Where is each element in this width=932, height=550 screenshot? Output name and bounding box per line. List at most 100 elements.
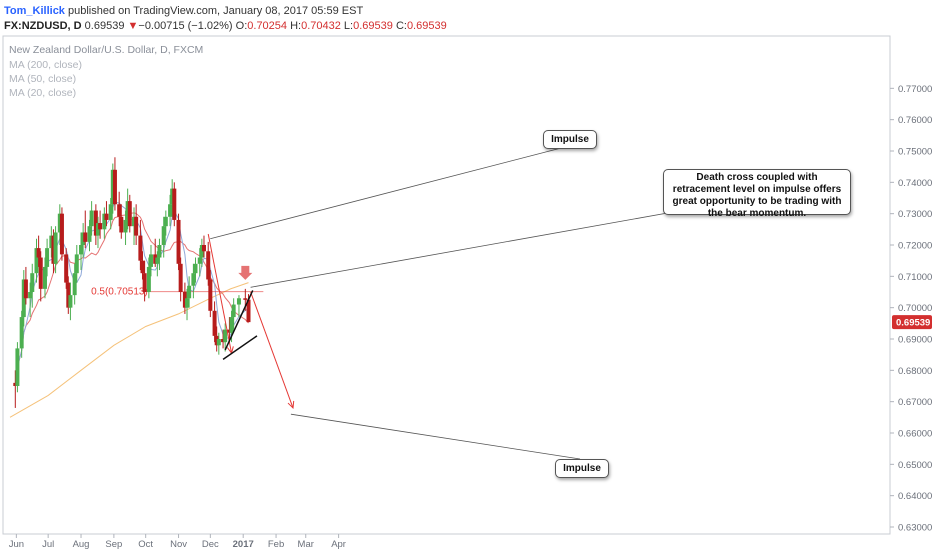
x-tick-label: Mar: [298, 539, 314, 550]
y-tick-label: 0.77000: [898, 84, 932, 95]
candle-body: [178, 263, 183, 292]
wedge-upper-line: [224, 290, 254, 351]
candle-body: [168, 204, 173, 217]
candle-body: [193, 263, 198, 274]
candle-body: [102, 213, 107, 230]
candle-body: [153, 254, 158, 264]
candle-body: [236, 298, 241, 305]
last-price: 0.69539: [84, 20, 125, 32]
candle-body: [191, 273, 196, 286]
publish-header: Tom_Killick published on TradingView.com…: [0, 0, 932, 36]
down-arrow-icon: ▼: [127, 20, 139, 32]
y-tick-label: 0.74000: [898, 178, 932, 189]
candle-body: [74, 254, 79, 274]
candle-body: [138, 235, 143, 261]
candle-body: [104, 213, 109, 220]
candle-body: [161, 226, 166, 245]
close-label: C:: [395, 20, 407, 32]
candle-body: [108, 204, 113, 220]
candle-body: [216, 339, 221, 346]
down-marker-icon: [238, 265, 253, 280]
candle-body: [125, 201, 130, 220]
low-label: L:: [343, 20, 354, 32]
candle-body: [155, 257, 160, 264]
candle-body: [57, 213, 62, 233]
candle-body: [214, 335, 219, 346]
candle-body: [81, 232, 86, 245]
candle-body: [146, 266, 151, 292]
ma200-line: [9, 282, 249, 418]
y-tick-label: 0.65000: [898, 460, 932, 471]
candle-body: [21, 279, 26, 318]
candle-body: [163, 216, 168, 227]
candle-body: [185, 298, 190, 308]
candle-body: [66, 282, 71, 308]
candle-body: [53, 232, 58, 264]
candle-body: [72, 273, 77, 296]
impulse-arrow-2-head: [287, 400, 295, 410]
y-tick-label: 0.66000: [898, 429, 932, 440]
x-tick-label: Jul: [42, 539, 54, 550]
y-tick-label: 0.64000: [898, 491, 932, 502]
y-tick-label: 0.68000: [898, 366, 932, 377]
x-tick-label: 2017: [233, 539, 254, 550]
candle-body: [51, 235, 56, 264]
candle-body: [83, 232, 88, 242]
last-price-label: 0.69539: [896, 318, 930, 329]
y-tick-label: 0.76000: [898, 115, 932, 126]
candle-body: [221, 339, 226, 343]
candle-body: [34, 248, 39, 274]
high-label: H:: [290, 20, 302, 32]
x-tick-label: Sep: [105, 539, 122, 550]
candle-body: [112, 169, 117, 205]
y-tick-label: 0.63000: [898, 523, 932, 534]
candle-body: [197, 257, 202, 264]
candlesticks: [13, 157, 251, 408]
open-label: O:: [235, 20, 248, 32]
candle-body: [227, 329, 232, 333]
x-tick-label: Jun: [9, 539, 24, 550]
candle-body: [172, 188, 177, 220]
legend-ma200: MA (200, close): [9, 59, 82, 71]
publish-line: Tom_Killick published on TradingView.com…: [4, 5, 363, 17]
candle-body: [42, 266, 47, 289]
y-tick-label: 0.71000: [898, 272, 932, 283]
candle-body: [93, 210, 98, 236]
impulse-callout-top: Impulse: [543, 130, 597, 149]
published-text: published on TradingView.com, January 08…: [68, 5, 364, 17]
change-value: −0.00715 (−1.02%): [138, 20, 233, 32]
candle-body: [132, 216, 137, 227]
author-link[interactable]: Tom_Killick: [4, 5, 65, 17]
quote-line: FX:NZDUSD, D 0.69539 ▼−0.00715 (−1.02%) …: [4, 20, 447, 32]
y-tick-label: 0.70000: [898, 303, 932, 314]
time-axis[interactable]: Jun Jul Aug Sep Oct Nov Dec 2017 Feb Mar Apr: [9, 534, 346, 550]
x-tick-label: Feb: [268, 539, 284, 550]
candle-body: [123, 219, 128, 233]
x-tick-label: Nov: [170, 539, 187, 550]
fib-label: 0.5(0.70513): [91, 287, 148, 298]
candle-body: [182, 292, 187, 308]
wedge-lower-line: [222, 335, 258, 360]
candle-body: [187, 285, 192, 299]
candle-body: [79, 245, 84, 255]
candle-body: [15, 348, 20, 386]
death-cross-callout: Death cross coupled with retracement lev…: [663, 169, 851, 219]
candle-body: [38, 257, 43, 289]
candle-body: [30, 273, 35, 292]
y-tick-label: 0.67000: [898, 397, 932, 408]
candle-body: [229, 317, 234, 333]
y-tick-label: 0.73000: [898, 209, 932, 220]
candle-body: [223, 329, 228, 343]
candle-body: [246, 299, 251, 323]
candle-body: [23, 279, 28, 299]
price-axis[interactable]: 0.77000 0.76000 0.75000 0.74000 0.73000 0.720…: [890, 84, 932, 534]
callout-pointer-3: [290, 413, 581, 460]
drawings: [207, 146, 691, 460]
candle-body: [64, 254, 69, 283]
x-tick-label: Aug: [73, 539, 90, 550]
plot-frame: [2, 35, 891, 535]
candle-body: [201, 245, 206, 252]
candle-body: [13, 382, 18, 386]
candle-body: [59, 213, 64, 255]
